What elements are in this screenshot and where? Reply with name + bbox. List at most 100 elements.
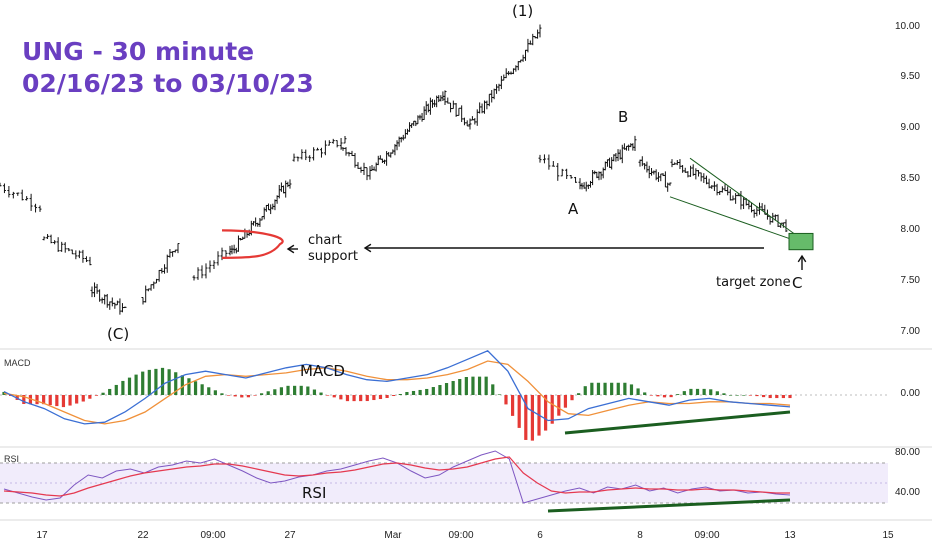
macd-histogram-bar bbox=[75, 395, 79, 404]
time-tick: 09:00 bbox=[694, 530, 720, 541]
macd-histogram-bar bbox=[517, 395, 521, 428]
macd-pane-label: MACD bbox=[4, 358, 31, 368]
macd-histogram-bar bbox=[438, 385, 442, 395]
price-tick: 7.50 bbox=[900, 275, 920, 286]
rsi-pane-label: RSI bbox=[4, 454, 20, 464]
macd-histogram-bar bbox=[497, 394, 501, 395]
macd-histogram-bar bbox=[755, 395, 759, 397]
macd-histogram-bar bbox=[557, 395, 561, 416]
macd-histogram-bar bbox=[405, 391, 409, 395]
macd-histogram-bar bbox=[174, 372, 178, 395]
macd-histogram-bar bbox=[286, 385, 290, 395]
macd-histogram-bar bbox=[682, 391, 686, 395]
support-bracket bbox=[221, 229, 284, 259]
time-tick: 13 bbox=[784, 530, 796, 541]
macd-histogram-bar bbox=[319, 392, 323, 395]
macd-histogram-bar bbox=[590, 382, 594, 395]
price-tick: 7.00 bbox=[900, 326, 920, 337]
chart-support-label: chart support bbox=[308, 233, 358, 265]
wedge-upper bbox=[689, 157, 799, 237]
time-tick: 15 bbox=[882, 530, 894, 541]
macd-histogram-bar bbox=[728, 395, 733, 396]
macd-histogram-bar bbox=[788, 395, 792, 399]
macd-histogram-bar bbox=[273, 389, 277, 395]
macd-histogram-bar bbox=[141, 371, 145, 395]
macd-histogram-bar bbox=[491, 384, 495, 395]
macd-histogram-bar bbox=[709, 389, 713, 395]
macd-histogram-bar bbox=[299, 385, 303, 395]
macd-histogram-bar bbox=[200, 384, 204, 395]
macd-histogram-bar bbox=[775, 395, 779, 399]
macd-histogram-bar bbox=[596, 382, 601, 395]
macd-histogram-bar bbox=[108, 388, 112, 395]
macd-histogram-bar bbox=[134, 374, 138, 395]
macd-histogram-bar bbox=[623, 382, 627, 395]
macd-histogram-bar bbox=[530, 395, 535, 441]
macd-histogram-bar bbox=[524, 395, 528, 440]
macd-histogram-bar bbox=[207, 387, 211, 395]
macd-histogram-bar bbox=[458, 379, 462, 395]
macd-histogram-bar bbox=[510, 395, 515, 416]
wave-label-b: B bbox=[618, 108, 629, 126]
macd-histogram-bar bbox=[339, 395, 343, 400]
macd-histogram-bar bbox=[15, 395, 19, 400]
macd-histogram-bar bbox=[649, 395, 653, 396]
support-arrow-head bbox=[363, 243, 372, 253]
macd-histogram-bar bbox=[577, 393, 581, 395]
wave-label-a: A bbox=[568, 200, 579, 218]
macd-histogram-bar bbox=[61, 395, 66, 408]
price-tick: 9.00 bbox=[900, 122, 920, 133]
macd-histogram-bar bbox=[306, 386, 310, 395]
macd-histogram-bar bbox=[226, 395, 231, 396]
macd-histogram-bar bbox=[259, 393, 264, 395]
macd-histogram-bar bbox=[246, 395, 250, 398]
macd-histogram-bar bbox=[55, 395, 59, 407]
macd-histogram-bar bbox=[563, 395, 568, 408]
macd-histogram-bar bbox=[504, 395, 508, 405]
macd-histogram-bar bbox=[332, 395, 336, 398]
macd-histogram-bar bbox=[359, 395, 363, 402]
macd-histogram-bar bbox=[471, 376, 475, 395]
macd-histogram-bar bbox=[352, 395, 356, 402]
macd-histogram-bar bbox=[656, 395, 660, 397]
macd-histogram-bar bbox=[233, 395, 237, 397]
macd-histogram-bar bbox=[477, 376, 482, 395]
macd-histogram-bar bbox=[742, 395, 746, 396]
macd-histogram-bar bbox=[180, 375, 184, 395]
macd-histogram-bar bbox=[28, 395, 33, 405]
wedge-lower bbox=[669, 196, 799, 243]
macd-histogram-bar bbox=[220, 393, 224, 395]
macd-histogram-bar bbox=[81, 395, 85, 402]
time-tick: 17 bbox=[36, 530, 48, 541]
macd-line bbox=[3, 350, 791, 425]
time-tick: Mar bbox=[384, 530, 402, 541]
macd-histogram-bar bbox=[147, 369, 151, 395]
macd-histogram-bar bbox=[702, 388, 706, 395]
macd-histogram-bar bbox=[464, 377, 468, 395]
macd-histogram-bar bbox=[114, 384, 118, 395]
time-tick: 09:00 bbox=[200, 530, 226, 541]
macd-histogram-bar bbox=[253, 395, 257, 396]
macd-histogram-bar bbox=[550, 395, 554, 424]
price-tick: 8.50 bbox=[900, 173, 920, 184]
chart-support-line2: support bbox=[308, 249, 358, 264]
macd-histogram-bar bbox=[616, 382, 620, 395]
rsi-ma-line bbox=[3, 456, 790, 497]
macd-histogram-bar bbox=[662, 395, 667, 398]
macd-histogram-bar bbox=[326, 395, 330, 396]
chart-title-line2: 02/16/23 to 03/10/23 bbox=[22, 69, 314, 98]
macd-histogram-bar bbox=[22, 395, 26, 404]
target-zone-label: target zone bbox=[716, 275, 791, 290]
macd-histogram-bar bbox=[68, 395, 72, 406]
chart-support-line1: chart bbox=[308, 233, 342, 248]
macd-histogram-bar bbox=[781, 395, 785, 399]
macd-histogram-bar bbox=[101, 392, 105, 395]
macd-histogram-bar bbox=[636, 388, 640, 395]
macd-histogram-bar bbox=[378, 395, 383, 400]
rsi-band bbox=[0, 463, 888, 503]
macd-histogram-bar bbox=[643, 392, 647, 395]
macd-histogram-bar bbox=[213, 390, 217, 395]
macd-histogram-bar bbox=[365, 395, 369, 402]
macd-histogram-bar bbox=[722, 393, 726, 395]
time-tick: 6 bbox=[537, 530, 543, 541]
